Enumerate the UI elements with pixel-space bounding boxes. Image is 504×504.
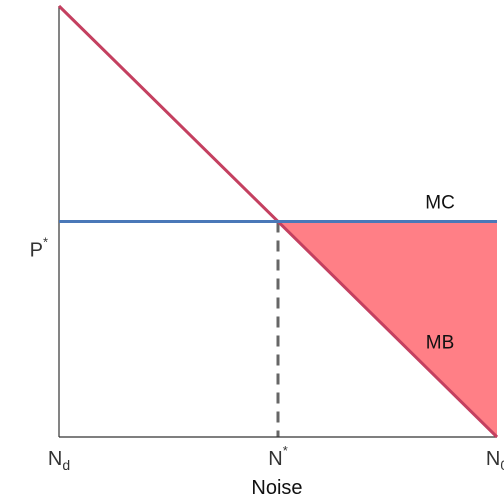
x-tick-label-1: N* [268, 443, 288, 470]
x-tick-label-0: Nd [48, 448, 70, 473]
curve-label-mc: MC [425, 193, 455, 214]
x-tick-label-2: N0 [486, 448, 504, 473]
x-axis-title: Noise [251, 477, 302, 499]
y-tick-label-0: P* [30, 235, 48, 262]
curve-label-mb: MB [426, 333, 455, 354]
